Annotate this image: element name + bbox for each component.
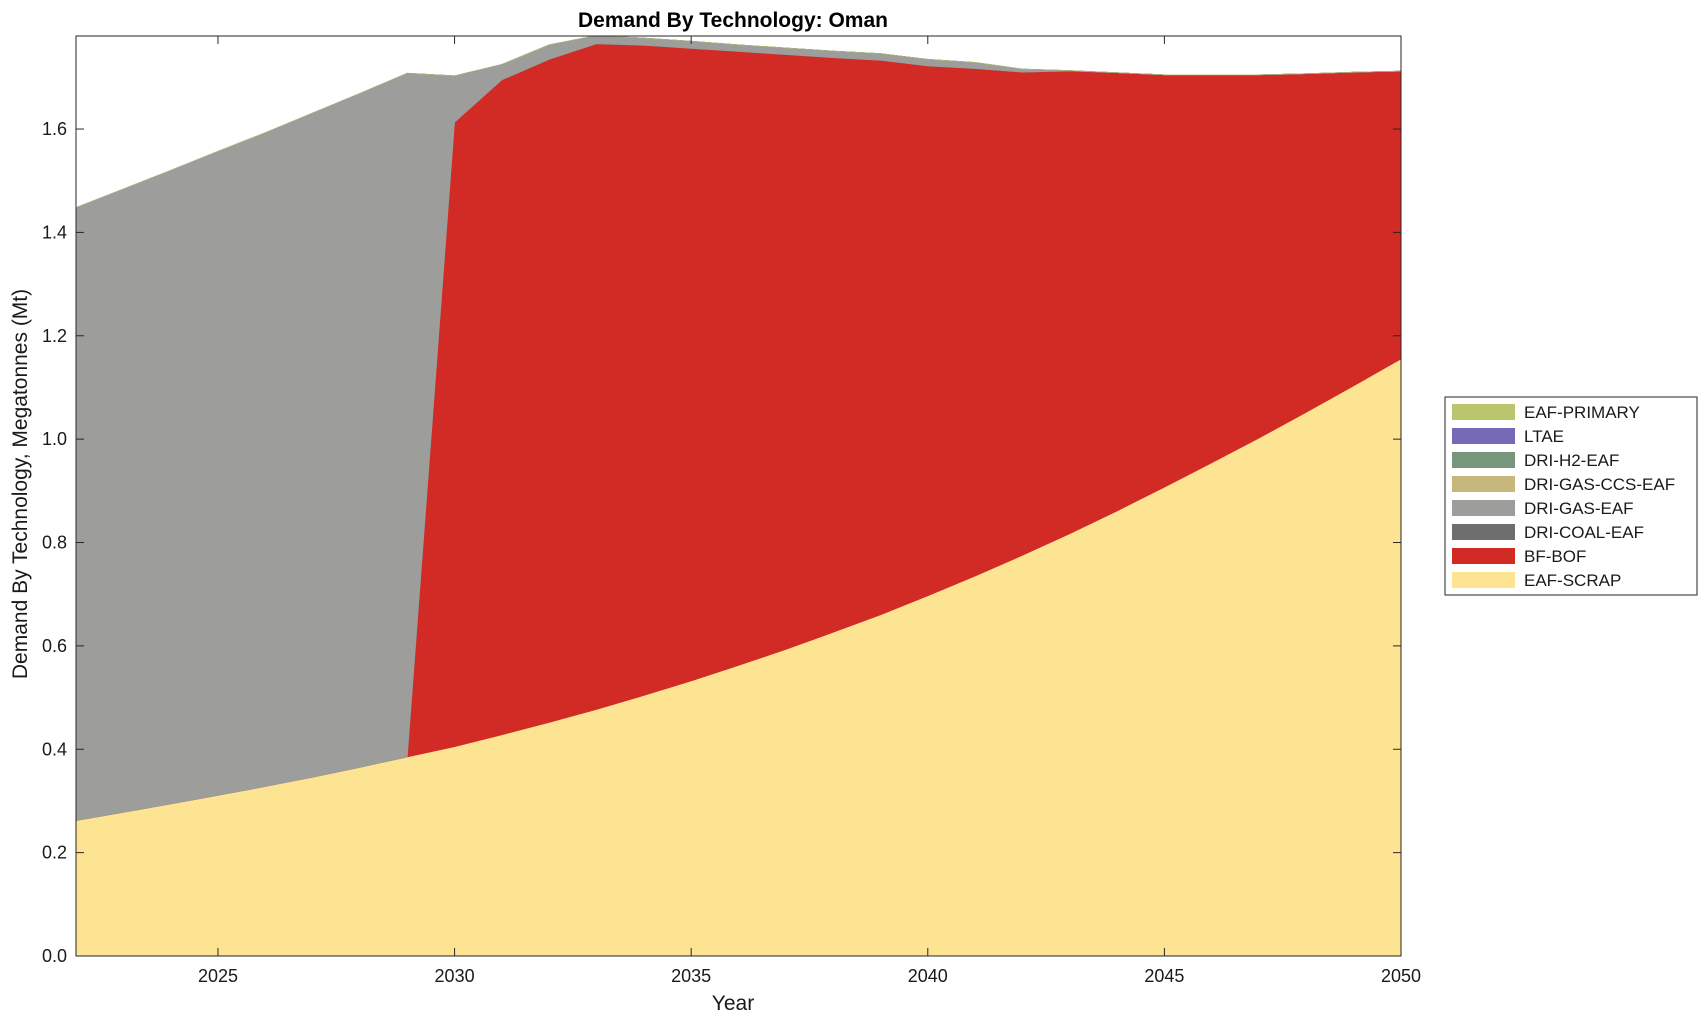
legend-label-dri-gas-ccs-eaf: DRI-GAS-CCS-EAF <box>1524 475 1675 494</box>
chart-title: Demand By Technology: Oman <box>578 9 888 32</box>
legend-swatch-eaf-scrap <box>1452 572 1515 588</box>
legend-label-ltae: LTAE <box>1524 427 1564 446</box>
x-axis-label: Year <box>712 992 754 1015</box>
y-tick-label: 0.6 <box>42 636 67 656</box>
legend-label-bf-bof: BF-BOF <box>1524 547 1586 566</box>
legend-label-eaf-primary: EAF-PRIMARY <box>1524 403 1640 422</box>
y-tick-labels: 0.0 0.2 0.4 0.6 0.8 1.0 1.2 1.4 1.6 <box>42 119 67 966</box>
area-eaf-primary <box>76 36 1401 208</box>
x-tick-label: 2050 <box>1381 966 1421 986</box>
legend-swatch-eaf-primary <box>1452 404 1515 420</box>
legend: EAF-PRIMARY LTAE DRI-H2-EAF DRI-GAS-CCS-EAF… <box>1444 396 1698 596</box>
x-tick-label: 2045 <box>1144 966 1184 986</box>
legend-label-dri-coal-eaf: DRI-COAL-EAF <box>1524 523 1644 542</box>
plot-frame <box>75 35 1402 957</box>
legend-label-dri-h2-eaf: DRI-H2-EAF <box>1524 451 1619 470</box>
y-tick-label: 1.6 <box>42 119 67 139</box>
y-tick-label: 0.8 <box>42 533 67 553</box>
legend-swatch-dri-coal-eaf <box>1452 524 1515 540</box>
legend-swatch-dri-gas-ccs-eaf <box>1452 476 1515 492</box>
y-tick-label: 1.0 <box>42 429 67 449</box>
legend-swatch-dri-gas-eaf <box>1452 500 1515 516</box>
x-tick-label: 2025 <box>198 966 238 986</box>
x-tick-label: 2035 <box>671 966 711 986</box>
y-tick-label: 0.2 <box>42 843 67 863</box>
legend-label-eaf-scrap: EAF-SCRAP <box>1524 571 1621 590</box>
x-tick-labels: 2025 2030 2035 2040 2045 2050 <box>198 966 1421 986</box>
legend-swatch-bf-bof <box>1452 548 1515 564</box>
x-tick-label: 2040 <box>908 966 948 986</box>
x-tick-label: 2030 <box>435 966 475 986</box>
legend-label-dri-gas-eaf: DRI-GAS-EAF <box>1524 499 1634 518</box>
y-tick-label: 1.2 <box>42 326 67 346</box>
y-tick-label: 0.0 <box>42 946 67 966</box>
legend-swatch-ltae <box>1452 428 1515 444</box>
y-tick-label: 0.4 <box>42 739 67 759</box>
y-tick-label: 1.4 <box>42 222 67 242</box>
y-axis-label: Demand By Technology, Megatonnes (Mt) <box>9 289 32 679</box>
area-layers <box>76 36 1401 956</box>
legend-swatch-dri-h2-eaf <box>1452 452 1515 468</box>
